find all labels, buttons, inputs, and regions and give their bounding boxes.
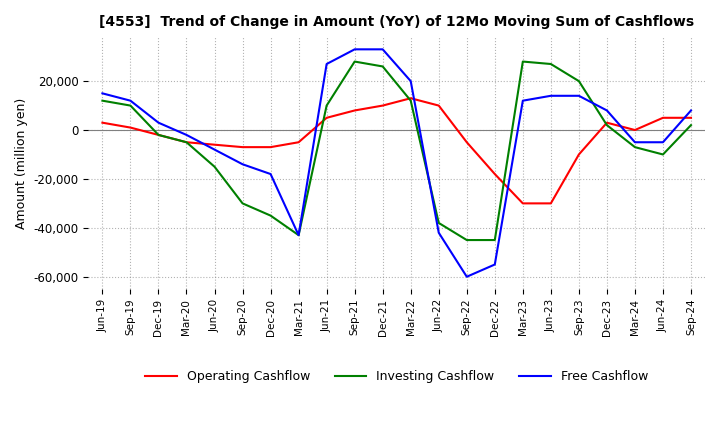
Operating Cashflow [603, 120, 611, 125]
Investing Cashflow [631, 144, 639, 150]
Free Cashflow [434, 230, 443, 235]
Investing Cashflow [659, 152, 667, 157]
Free Cashflow [659, 139, 667, 145]
Free Cashflow [323, 61, 331, 66]
Free Cashflow [379, 47, 387, 52]
Operating Cashflow [266, 144, 275, 150]
Operating Cashflow [490, 172, 499, 177]
Free Cashflow [462, 274, 471, 279]
Investing Cashflow [490, 238, 499, 243]
Operating Cashflow [659, 115, 667, 121]
Investing Cashflow [351, 59, 359, 64]
Investing Cashflow [323, 103, 331, 108]
Free Cashflow [518, 98, 527, 103]
Operating Cashflow [126, 125, 135, 130]
Title: [4553]  Trend of Change in Amount (YoY) of 12Mo Moving Sum of Cashflows: [4553] Trend of Change in Amount (YoY) o… [99, 15, 694, 29]
Investing Cashflow [154, 132, 163, 138]
Investing Cashflow [603, 122, 611, 128]
Operating Cashflow [406, 95, 415, 101]
Investing Cashflow [575, 78, 583, 84]
Investing Cashflow [294, 232, 303, 238]
Free Cashflow [351, 47, 359, 52]
Free Cashflow [575, 93, 583, 99]
Operating Cashflow [631, 128, 639, 133]
Free Cashflow [182, 132, 191, 138]
Free Cashflow [631, 139, 639, 145]
Line: Free Cashflow: Free Cashflow [102, 49, 691, 277]
Operating Cashflow [687, 115, 696, 121]
Line: Operating Cashflow: Operating Cashflow [102, 98, 691, 203]
Investing Cashflow [406, 98, 415, 103]
Operating Cashflow [518, 201, 527, 206]
Operating Cashflow [154, 132, 163, 138]
Y-axis label: Amount (million yen): Amount (million yen) [15, 97, 28, 229]
Investing Cashflow [518, 59, 527, 64]
Free Cashflow [210, 147, 219, 152]
Operating Cashflow [546, 201, 555, 206]
Free Cashflow [687, 108, 696, 113]
Free Cashflow [603, 108, 611, 113]
Investing Cashflow [379, 64, 387, 69]
Operating Cashflow [294, 139, 303, 145]
Line: Investing Cashflow: Investing Cashflow [102, 62, 691, 240]
Investing Cashflow [98, 98, 107, 103]
Investing Cashflow [266, 213, 275, 218]
Operating Cashflow [462, 139, 471, 145]
Operating Cashflow [182, 139, 191, 145]
Operating Cashflow [210, 142, 219, 147]
Free Cashflow [294, 232, 303, 238]
Free Cashflow [98, 91, 107, 96]
Operating Cashflow [323, 115, 331, 121]
Operating Cashflow [98, 120, 107, 125]
Legend: Operating Cashflow, Investing Cashflow, Free Cashflow: Operating Cashflow, Investing Cashflow, … [140, 366, 653, 389]
Investing Cashflow [182, 139, 191, 145]
Free Cashflow [266, 172, 275, 177]
Operating Cashflow [379, 103, 387, 108]
Free Cashflow [126, 98, 135, 103]
Free Cashflow [546, 93, 555, 99]
Investing Cashflow [687, 122, 696, 128]
Operating Cashflow [575, 152, 583, 157]
Investing Cashflow [210, 164, 219, 169]
Free Cashflow [490, 262, 499, 267]
Operating Cashflow [238, 144, 247, 150]
Free Cashflow [154, 120, 163, 125]
Investing Cashflow [238, 201, 247, 206]
Operating Cashflow [351, 108, 359, 113]
Investing Cashflow [546, 61, 555, 66]
Free Cashflow [238, 161, 247, 167]
Investing Cashflow [462, 238, 471, 243]
Investing Cashflow [126, 103, 135, 108]
Free Cashflow [406, 78, 415, 84]
Investing Cashflow [434, 220, 443, 226]
Operating Cashflow [434, 103, 443, 108]
